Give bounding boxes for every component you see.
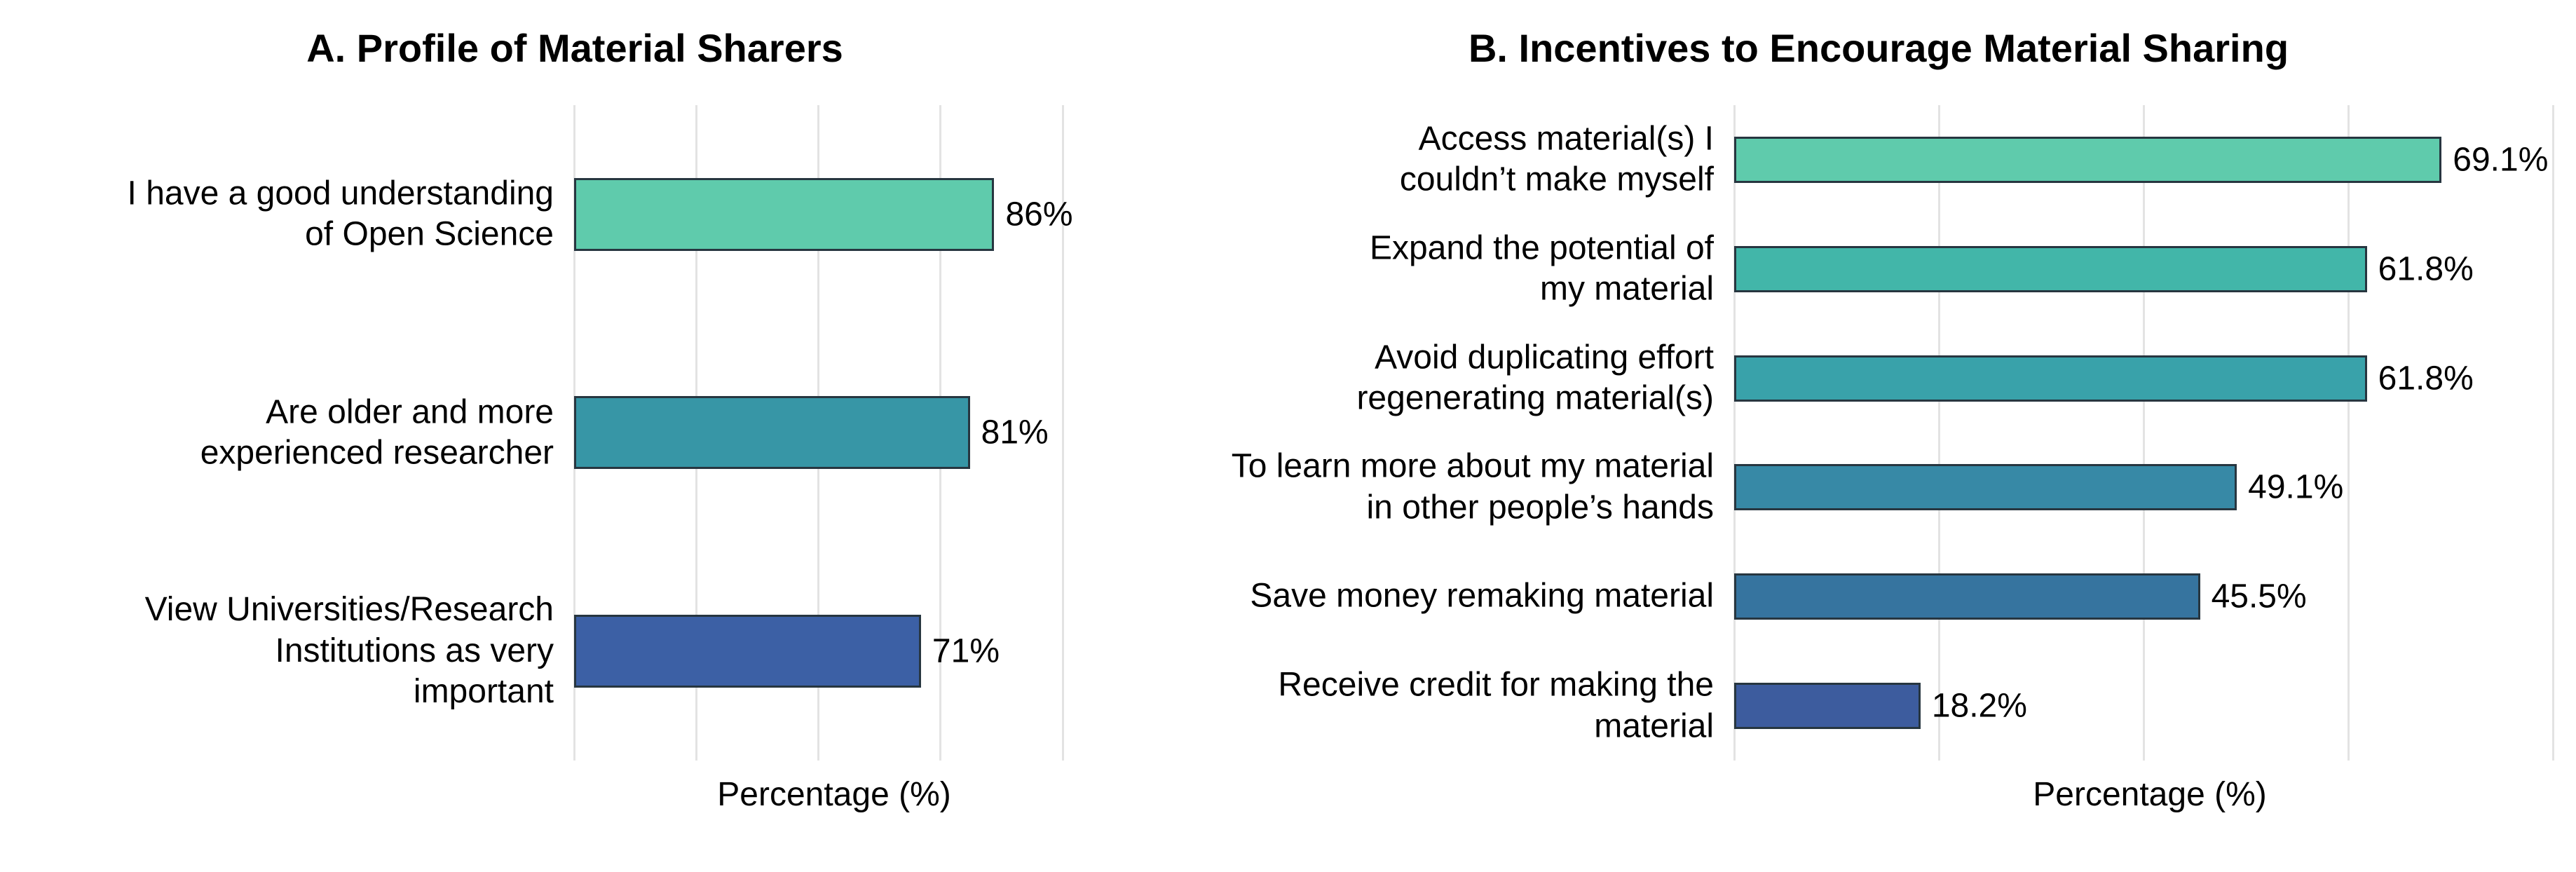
category-label: Expand the potential of my material [1160, 228, 1714, 310]
bar [1734, 464, 2237, 511]
chart-a-xaxis-title: Percentage (%) [717, 776, 951, 813]
category-label: I have a good understanding of Open Scien… [0, 173, 554, 255]
category-label-line: Institutions as very [275, 632, 554, 669]
bar-row: 45.5% [1734, 542, 2565, 651]
category-label-line: Receive credit for making the [1278, 666, 1714, 704]
bar-row: 69.1% [1734, 105, 2565, 214]
value-label: 81% [981, 414, 1049, 451]
category-label-line: Avoid duplicating effort [1375, 339, 1714, 376]
value-label: 61.8% [2378, 250, 2474, 288]
bar-row: 61.8% [1734, 214, 2565, 324]
bar [1734, 355, 2367, 402]
category-label-line: Expand the potential of [1369, 229, 1714, 267]
gridline [1733, 105, 1736, 761]
bar [1734, 573, 2200, 620]
category-label: Save money remaking material [1160, 576, 1714, 618]
value-label: 61.8% [2378, 360, 2474, 397]
category-label-line: my material [1539, 270, 1714, 308]
gridline [1061, 105, 1064, 761]
category-label-line: couldn’t make myself [1399, 161, 1714, 198]
gridline [2347, 105, 2350, 761]
category-label-line: important [413, 673, 554, 711]
bar [574, 615, 921, 688]
category-label-line: regenerating material(s) [1356, 379, 1714, 417]
value-label: 49.1% [2248, 468, 2344, 506]
gridline [2142, 105, 2145, 761]
gridline [1937, 105, 1940, 761]
bar [574, 396, 970, 470]
category-label-line: To learn more about my material [1231, 447, 1714, 485]
value-label: 71% [932, 632, 1000, 670]
value-label: 69.1% [2453, 141, 2549, 179]
chart-b-xaxis-title: Percentage (%) [2033, 776, 2267, 813]
bar-row: 71% [574, 542, 1093, 761]
value-label: 18.2% [1931, 687, 2027, 725]
category-label: View Universities/Research Institutions a… [0, 590, 554, 713]
category-label: Avoid duplicating effort regenerating mat… [1160, 337, 1714, 419]
value-label: 45.5% [2211, 578, 2307, 615]
bar-row: 18.2% [1734, 651, 2565, 761]
category-label: To learn more about my material in other … [1160, 447, 1714, 529]
category-label-line: View Universities/Research [144, 591, 554, 629]
category-label-line: of Open Science [305, 215, 554, 253]
category-label-line: Save money remaking material [1250, 577, 1714, 615]
category-label-line: Are older and more [266, 393, 554, 430]
value-label: 86% [1005, 196, 1073, 233]
chart-a-plot-area: 86% 81% 71% [573, 105, 1093, 761]
chart-a-category-labels: I have a good understanding of Open Scien… [0, 105, 574, 761]
bar [1734, 245, 2367, 292]
bar-row: 81% [574, 324, 1093, 543]
category-label: Are older and more experienced researcher [0, 392, 554, 474]
gridline [2551, 105, 2554, 761]
chart-b-plot-area: 69.1% 61.8% 61.8% 49.1% 45.5% 18.2% [1733, 105, 2565, 761]
bar [1734, 683, 1921, 730]
bar-row: 86% [574, 105, 1093, 324]
bar-row: 61.8% [1734, 324, 2565, 433]
category-label-line: experienced researcher [200, 434, 554, 472]
chart-a-title: A. Profile of Material Sharers [306, 26, 843, 70]
category-label-line: I have a good understanding [127, 175, 554, 212]
category-label-line: Access material(s) I [1418, 120, 1714, 158]
category-label: Receive credit for making the material [1160, 665, 1714, 747]
bar [1734, 136, 2442, 183]
bar-row: 49.1% [1734, 433, 2565, 543]
chart-b-title: B. Incentives to Encourage Material Shar… [1468, 26, 2289, 70]
category-label-line: material [1594, 707, 1714, 745]
bar [574, 177, 995, 251]
category-label-line: in other people’s hands [1366, 489, 1715, 526]
